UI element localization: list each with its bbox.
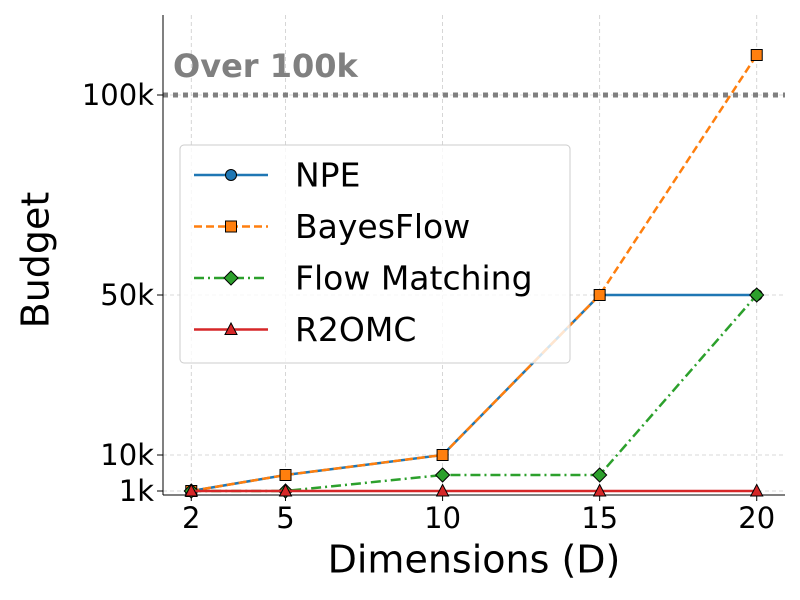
marker (278, 483, 293, 497)
marker (225, 220, 237, 233)
marker (434, 467, 451, 483)
marker (750, 49, 763, 61)
legend-label: R2OMC (295, 310, 416, 349)
marker (184, 483, 199, 497)
marker (593, 289, 606, 301)
marker (279, 469, 292, 481)
legend-box (179, 144, 571, 364)
y-tick-label: 50k (100, 278, 154, 312)
x-axis-label: Dimensions (D) (328, 538, 621, 582)
legend-label: BayesFlow (295, 207, 470, 246)
legend-label: Flow Matching (295, 259, 533, 298)
legend-label: NPE (295, 156, 360, 195)
marker (591, 467, 608, 483)
marker (592, 483, 607, 497)
y-axis-label: Budget (14, 192, 58, 329)
marker (224, 321, 238, 335)
marker (223, 270, 239, 286)
marker (436, 449, 449, 461)
marker (435, 483, 450, 497)
x-tick-label: 15 (581, 501, 618, 535)
y-tick-label: 10k (100, 438, 154, 472)
marker (749, 287, 765, 303)
x-tick-label: 2 (182, 501, 200, 535)
marker (225, 169, 237, 181)
x-tick-label: 10 (424, 501, 461, 535)
x-tick-label: 5 (276, 501, 294, 535)
y-tick-label: 1k (119, 474, 154, 508)
x-tick-label: 20 (738, 501, 775, 535)
marker (749, 483, 764, 497)
y-tick-label: 100k (82, 78, 154, 112)
reference-label: Over 100k (173, 47, 358, 85)
